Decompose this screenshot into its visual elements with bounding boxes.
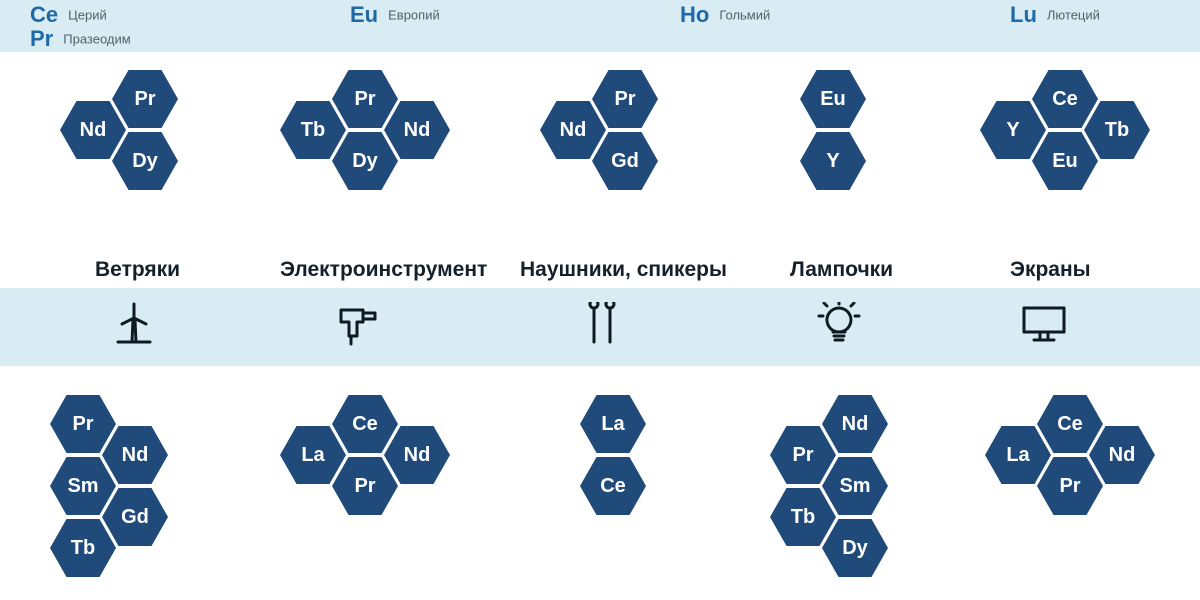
hex-dy: Dy xyxy=(822,519,888,577)
earbuds-icon xyxy=(580,302,628,350)
hex-tb: Tb xyxy=(770,488,836,546)
hex-pr: Pr xyxy=(332,457,398,515)
drill-icon xyxy=(335,302,383,350)
legend-name: Церий xyxy=(68,8,107,23)
hex-dy: Dy xyxy=(112,132,178,190)
legend-symbol: Ho xyxy=(680,2,709,27)
category-label-audio: Наушники, спикеры xyxy=(520,258,727,282)
legend-ce: Ce Церий xyxy=(30,2,107,28)
hex-pr: Pr xyxy=(332,70,398,128)
category-label-tools: Электроинструмент xyxy=(280,258,487,282)
category-label-bulbs: Лампочки xyxy=(790,258,893,282)
legend-name: Европий xyxy=(388,8,440,23)
category-label-wind: Ветряки xyxy=(95,258,180,282)
hex-sm: Sm xyxy=(50,457,116,515)
hex-ce: Ce xyxy=(1037,395,1103,453)
hex-pr: Pr xyxy=(592,70,658,128)
hex-nd: Nd xyxy=(384,426,450,484)
legend-symbol: Ce xyxy=(30,2,58,27)
legend-symbol: Pr xyxy=(30,26,53,51)
hex-dy: Dy xyxy=(332,132,398,190)
monitor-icon xyxy=(1020,302,1068,350)
legend-name: Лютеций xyxy=(1047,8,1100,23)
legend-pr: Pr Празеодим xyxy=(30,26,131,52)
category-label-screens: Экраны xyxy=(1010,258,1091,282)
hex-y: Y xyxy=(980,101,1046,159)
hex-pr: Pr xyxy=(770,426,836,484)
legend-lu: Lu Лютеций xyxy=(1010,2,1100,28)
legend-symbol: Eu xyxy=(350,2,378,27)
hex-tb: Tb xyxy=(280,101,346,159)
hex-pr: Pr xyxy=(50,395,116,453)
legend-ho: Ho Гольмий xyxy=(680,2,770,28)
legend-name: Празеодим xyxy=(63,32,130,47)
hex-y: Y xyxy=(800,132,866,190)
legend-symbol: Lu xyxy=(1010,2,1037,27)
hex-eu: Eu xyxy=(800,70,866,128)
hex-ce: Ce xyxy=(1032,70,1098,128)
hex-nd: Nd xyxy=(1089,426,1155,484)
legend-eu: Eu Европий xyxy=(350,2,440,28)
hex-pr: Pr xyxy=(112,70,178,128)
infographic-canvas: Ce Церий Eu Европий Ho Гольмий Lu Лютеций Pr Праз… xyxy=(0,0,1200,600)
hex-la: La xyxy=(985,426,1051,484)
hex-nd: Nd xyxy=(60,101,126,159)
hex-nd: Nd xyxy=(822,395,888,453)
hex-tb: Tb xyxy=(1084,101,1150,159)
hex-gd: Gd xyxy=(592,132,658,190)
legend-name: Гольмий xyxy=(719,8,770,23)
hex-nd: Nd xyxy=(384,101,450,159)
hex-tb: Tb xyxy=(50,519,116,577)
windmill-icon xyxy=(110,302,158,350)
hex-ce: Ce xyxy=(580,457,646,515)
bulb-icon xyxy=(815,302,863,350)
hex-nd: Nd xyxy=(540,101,606,159)
hex-la: La xyxy=(580,395,646,453)
hex-la: La xyxy=(280,426,346,484)
hex-pr: Pr xyxy=(1037,457,1103,515)
hex-sm: Sm xyxy=(822,457,888,515)
hex-eu: Eu xyxy=(1032,132,1098,190)
hex-gd: Gd xyxy=(102,488,168,546)
hex-ce: Ce xyxy=(332,395,398,453)
hex-nd: Nd xyxy=(102,426,168,484)
